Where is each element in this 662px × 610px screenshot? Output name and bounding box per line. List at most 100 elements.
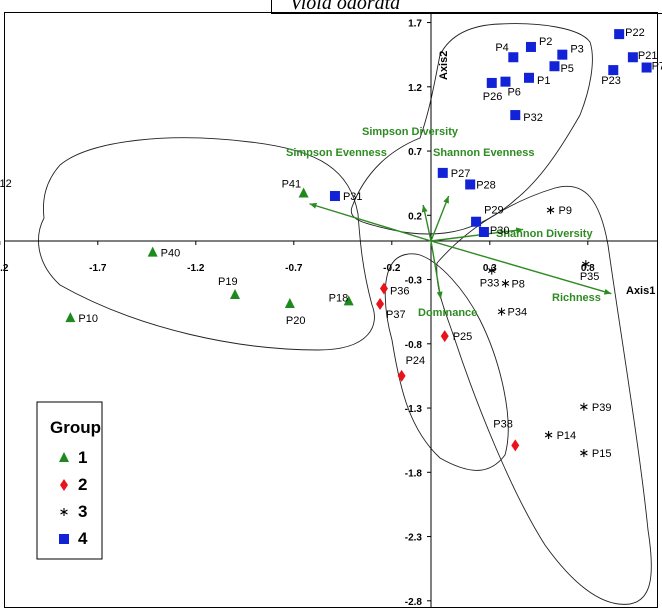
plot-frame: [4, 12, 658, 608]
point-label: P14: [557, 430, 577, 442]
legend-label: 4: [78, 529, 88, 548]
vector-arrow: [421, 204, 432, 242]
point-marker-p40: [147, 246, 158, 257]
point-label: P38: [493, 418, 513, 430]
vector-label: Simpson Diversity: [362, 126, 459, 138]
point-marker-p26: [486, 77, 497, 88]
legend-marker-3: [60, 508, 68, 516]
point-marker-p33: [488, 266, 496, 275]
y-axis-title: Axis2: [438, 51, 450, 80]
point-marker-p35: [582, 260, 590, 269]
point-marker-p1: [524, 72, 534, 83]
vector-arrow: [430, 240, 612, 295]
point-marker-p30: [478, 227, 489, 238]
group-hull-3: [436, 185, 652, 605]
point-label: P2: [539, 36, 552, 48]
y-tick-label: 0.7: [408, 147, 422, 158]
point-marker-p6: [500, 76, 511, 87]
point-label: P12: [0, 178, 12, 190]
point-label: P27: [451, 168, 471, 180]
legend-label: 1: [78, 448, 87, 467]
legend-marker-1: [59, 452, 69, 462]
point-label: P37: [386, 309, 406, 321]
point-label: P33: [480, 278, 500, 290]
point-label: P40: [161, 248, 181, 260]
asterisk-stroke: [580, 404, 588, 410]
y-tick-label: 1.2: [408, 83, 422, 94]
point-label: P25: [453, 331, 473, 343]
point-marker-p41: [298, 187, 309, 198]
vector-arrow: [430, 195, 450, 242]
point-marker-p5: [549, 61, 560, 72]
point-marker-p20: [284, 297, 295, 308]
point-label: P24: [406, 355, 426, 367]
vector-arrow: [430, 240, 443, 299]
group-hull-2: [384, 253, 509, 471]
point-label: P41: [282, 178, 302, 190]
point-label: P36: [390, 286, 410, 298]
vector-arrow: [430, 227, 524, 242]
point-label: P31: [343, 191, 363, 203]
vector-label: Dominance: [418, 307, 477, 319]
point-marker-p28: [465, 179, 476, 190]
asterisk-stroke: [497, 309, 506, 315]
vector-label: Richness: [552, 292, 601, 304]
point-label: P30: [490, 225, 510, 237]
point-label: P20: [286, 315, 306, 327]
y-tick-label: 0.2: [408, 211, 422, 222]
legend-label: 2: [78, 475, 87, 494]
asterisk-stroke: [488, 268, 496, 274]
y-tick-label: -0.8: [405, 340, 423, 351]
x-axis-title: Axis1: [626, 285, 655, 297]
legend-marker-2: [60, 479, 68, 491]
legend-marker-4: [59, 534, 69, 544]
point-label: P35: [580, 271, 600, 283]
point-marker-p25: [440, 330, 449, 343]
point-marker-p32: [510, 110, 521, 121]
point-marker-p36: [379, 282, 388, 295]
group-hull-1: [38, 137, 375, 351]
point-label: P9: [559, 205, 572, 217]
point-marker-p22: [614, 29, 625, 40]
asterisk-stroke: [582, 261, 590, 267]
point-marker-p31: [329, 191, 340, 202]
asterisk-stroke: [580, 450, 588, 456]
asterisk-stroke: [544, 432, 553, 438]
point-label: P18: [329, 292, 349, 304]
x-tick-label: -0.7: [285, 263, 303, 274]
legend-title: Group: [50, 418, 101, 437]
vector-arrow: [309, 202, 432, 242]
point-label: P23: [601, 75, 621, 87]
x-tick-label: -0.2: [383, 263, 401, 274]
point-label: P22: [625, 27, 645, 39]
y-tick-label: -2.8: [405, 597, 423, 608]
point-label: P26: [483, 91, 503, 103]
point-label: P8: [511, 278, 524, 290]
point-marker-p2: [525, 41, 536, 52]
point-marker-p3: [557, 49, 568, 60]
point-label: P4: [495, 42, 508, 54]
point-label: P32: [523, 112, 543, 124]
point-marker-p37: [376, 297, 385, 310]
point-marker-p39: [580, 402, 588, 411]
point-marker-p38: [511, 439, 520, 452]
asterisk-stroke: [60, 509, 68, 515]
point-label: P28: [476, 179, 496, 191]
point-label: P34: [508, 307, 528, 319]
point-label: P15: [592, 448, 612, 460]
point-marker-p23: [608, 65, 619, 76]
point-label: P10: [78, 313, 98, 325]
point-marker-p4: [508, 52, 519, 63]
point-label: P6: [507, 87, 520, 99]
point-label: P7: [652, 61, 662, 73]
y-tick-label: -1.8: [405, 468, 423, 479]
group-hull-4: [350, 23, 593, 235]
point-marker-p18: [343, 295, 354, 306]
y-tick-label: -1.3: [405, 404, 423, 415]
point-label: P1: [537, 75, 550, 87]
point-marker-p15: [580, 449, 588, 458]
point-marker-p14: [544, 431, 553, 440]
legend-label: 3: [78, 502, 87, 521]
point-label: P39: [592, 402, 612, 414]
point-marker-p10: [65, 312, 76, 323]
